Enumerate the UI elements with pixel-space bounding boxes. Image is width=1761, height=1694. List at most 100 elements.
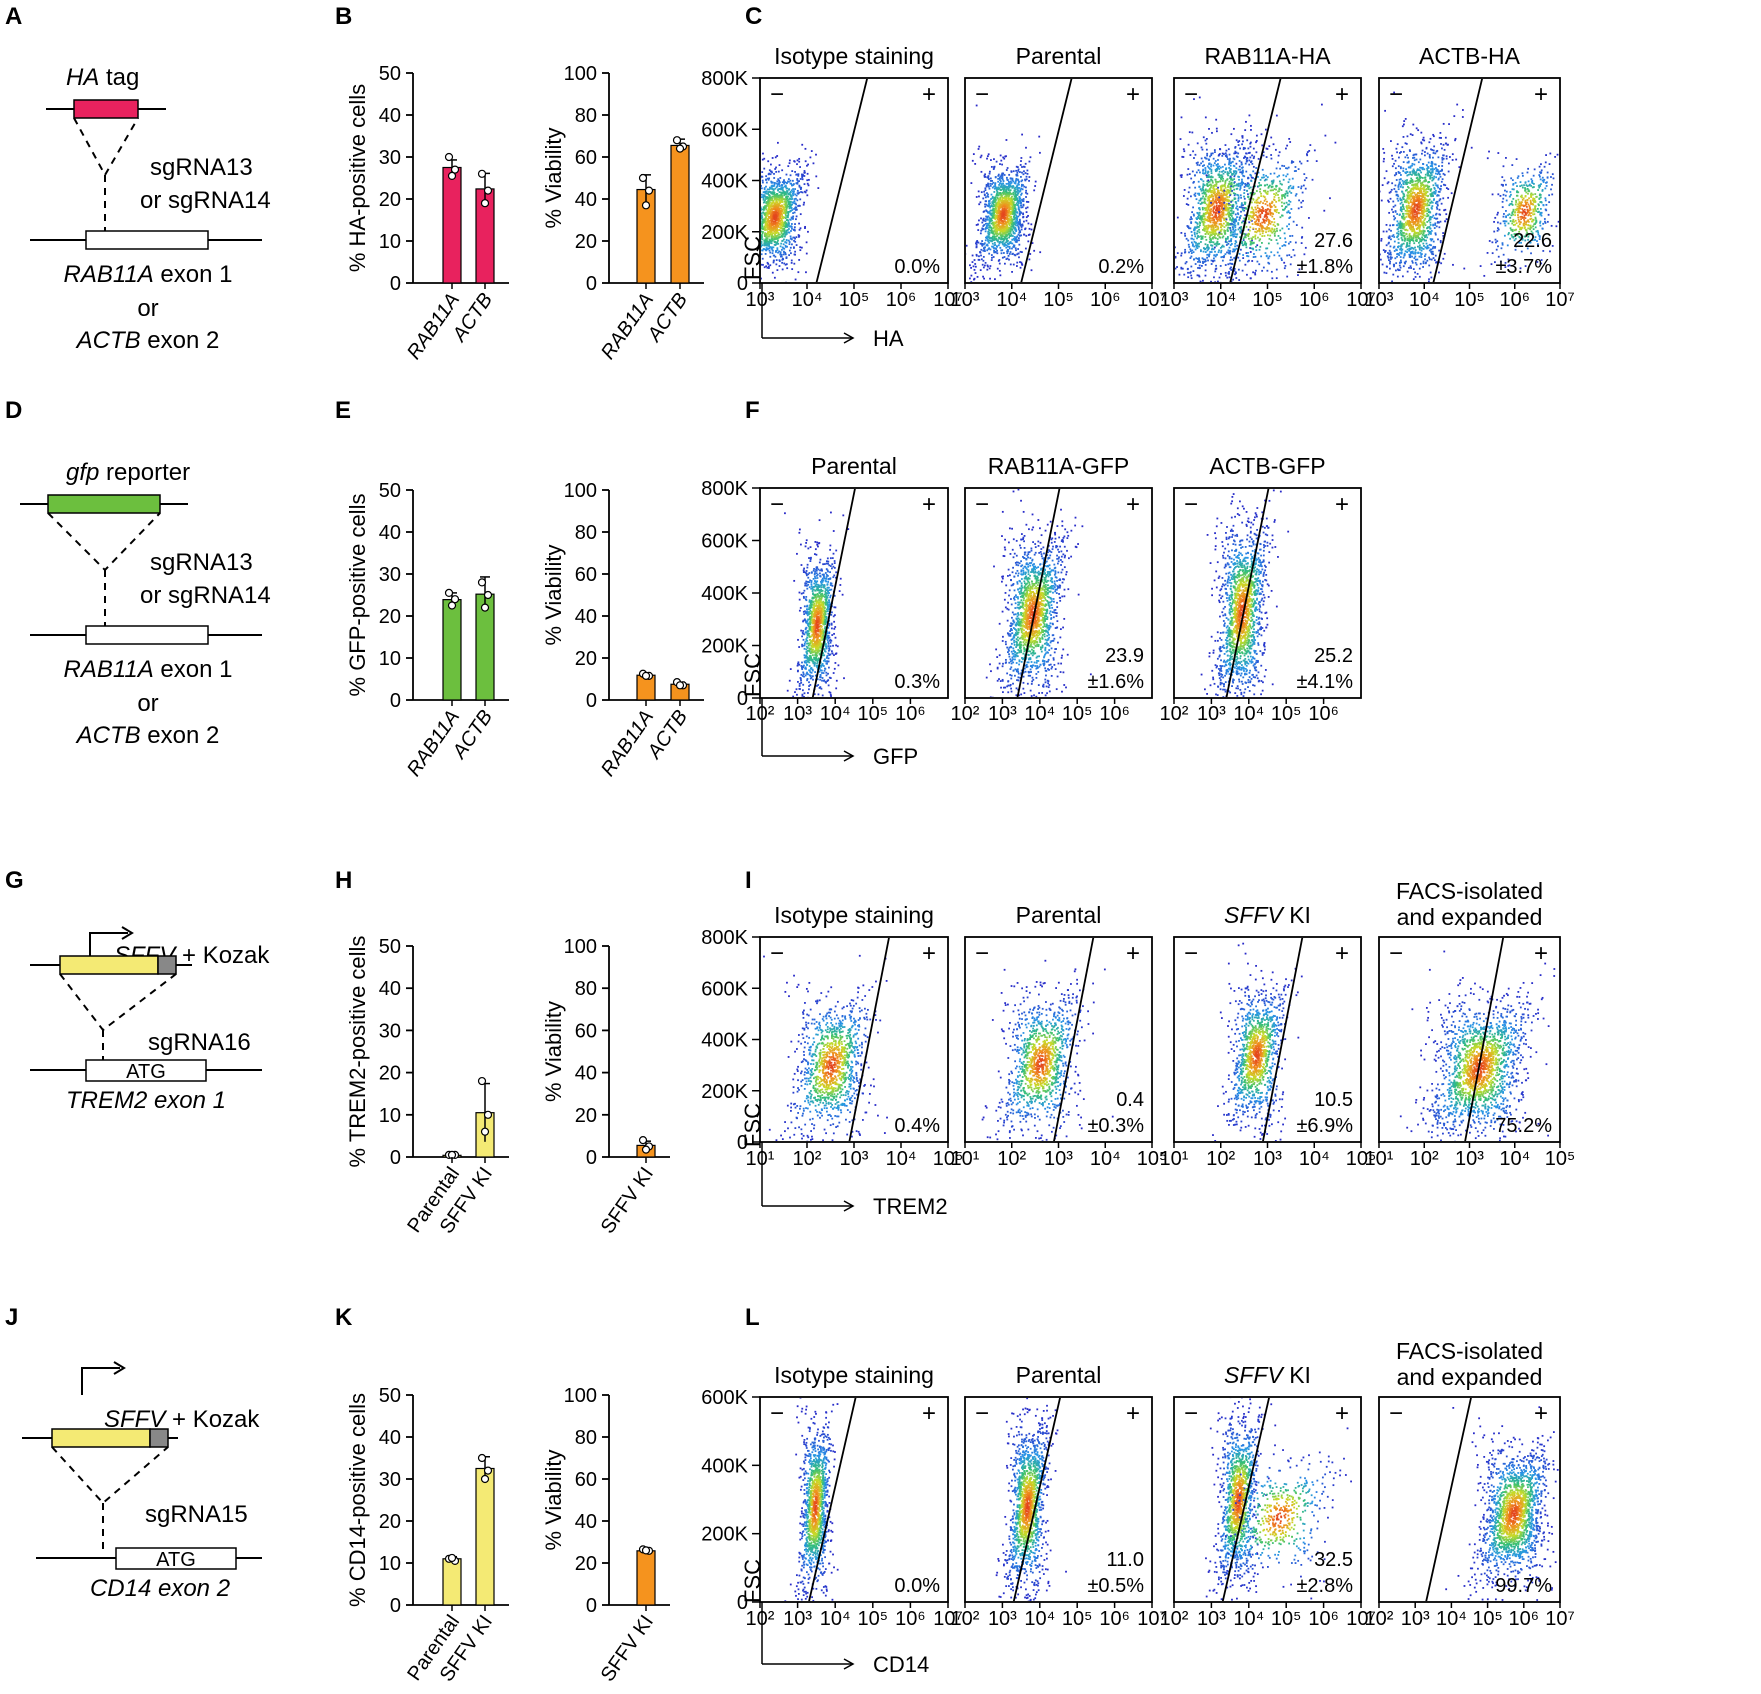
event bbox=[1207, 174, 1210, 177]
data-point bbox=[477, 169, 487, 178]
event bbox=[1211, 247, 1214, 250]
event bbox=[764, 206, 767, 209]
event bbox=[1001, 215, 1004, 218]
event bbox=[1011, 223, 1013, 226]
event bbox=[1231, 207, 1233, 210]
event bbox=[1205, 203, 1208, 206]
event bbox=[1205, 212, 1207, 215]
event bbox=[1176, 216, 1179, 219]
event bbox=[1212, 231, 1214, 234]
event bbox=[1204, 172, 1207, 175]
event bbox=[790, 261, 793, 264]
event bbox=[1000, 233, 1002, 236]
event bbox=[1199, 188, 1202, 190]
event bbox=[1231, 220, 1233, 222]
event bbox=[1026, 169, 1029, 172]
event bbox=[785, 239, 788, 241]
event bbox=[1207, 224, 1210, 227]
event bbox=[1242, 171, 1244, 174]
event bbox=[798, 204, 801, 207]
event bbox=[1216, 241, 1219, 244]
event bbox=[1003, 228, 1005, 231]
event bbox=[798, 228, 801, 231]
event bbox=[798, 222, 800, 225]
event bbox=[1222, 172, 1225, 175]
event bbox=[1004, 200, 1006, 203]
event bbox=[1011, 225, 1013, 228]
event bbox=[774, 223, 776, 226]
y-tick-label: 0 bbox=[737, 273, 748, 295]
event bbox=[1014, 223, 1016, 226]
event bbox=[753, 181, 755, 183]
event bbox=[1002, 225, 1005, 228]
event bbox=[992, 168, 995, 170]
event bbox=[782, 216, 785, 218]
event bbox=[970, 266, 972, 269]
event bbox=[1014, 210, 1017, 213]
event bbox=[998, 177, 1001, 180]
event bbox=[1002, 200, 1005, 203]
event bbox=[1221, 209, 1224, 212]
event bbox=[783, 235, 786, 238]
event bbox=[1218, 209, 1221, 212]
event bbox=[778, 183, 780, 186]
event bbox=[771, 181, 774, 184]
event bbox=[1218, 191, 1221, 194]
event bbox=[764, 199, 766, 202]
event bbox=[1191, 249, 1194, 252]
event bbox=[991, 245, 993, 248]
event bbox=[781, 181, 784, 184]
event bbox=[1264, 128, 1267, 131]
event bbox=[1014, 186, 1017, 189]
event bbox=[1218, 233, 1220, 236]
event bbox=[1205, 148, 1208, 151]
event bbox=[1003, 187, 1006, 190]
event bbox=[993, 158, 995, 161]
event bbox=[1021, 179, 1024, 182]
event bbox=[1007, 198, 1010, 201]
event bbox=[974, 163, 977, 165]
y-tick-label: 0 bbox=[586, 1595, 597, 1617]
event bbox=[763, 221, 766, 224]
event bbox=[750, 214, 752, 216]
event bbox=[805, 252, 808, 255]
event bbox=[990, 229, 993, 232]
y-tick-label: 30 bbox=[379, 1020, 401, 1042]
event bbox=[793, 160, 796, 163]
event bbox=[1227, 185, 1229, 187]
event bbox=[1251, 154, 1254, 157]
event bbox=[1198, 194, 1201, 196]
event bbox=[812, 162, 815, 165]
event bbox=[1005, 221, 1008, 224]
event bbox=[1252, 241, 1255, 244]
event bbox=[1026, 206, 1029, 209]
event bbox=[782, 212, 785, 214]
event bbox=[1210, 231, 1212, 234]
event bbox=[752, 227, 754, 229]
event bbox=[1194, 174, 1196, 177]
event bbox=[983, 210, 986, 213]
event bbox=[1190, 277, 1193, 280]
event bbox=[781, 200, 784, 203]
event bbox=[1180, 174, 1183, 177]
event bbox=[1001, 231, 1004, 234]
event bbox=[793, 229, 796, 231]
event bbox=[1222, 214, 1225, 217]
event bbox=[983, 243, 985, 246]
event bbox=[1205, 157, 1208, 160]
event bbox=[1210, 184, 1213, 187]
event bbox=[797, 234, 800, 236]
event bbox=[1015, 214, 1018, 217]
event bbox=[775, 235, 778, 237]
event bbox=[1259, 233, 1262, 236]
event bbox=[1006, 225, 1009, 228]
event bbox=[1229, 214, 1232, 216]
event bbox=[773, 192, 776, 194]
event bbox=[997, 219, 1000, 221]
event bbox=[1231, 258, 1234, 261]
event bbox=[1206, 199, 1209, 202]
event bbox=[775, 198, 778, 201]
event bbox=[1259, 190, 1261, 193]
event bbox=[766, 220, 769, 223]
event bbox=[776, 249, 779, 251]
